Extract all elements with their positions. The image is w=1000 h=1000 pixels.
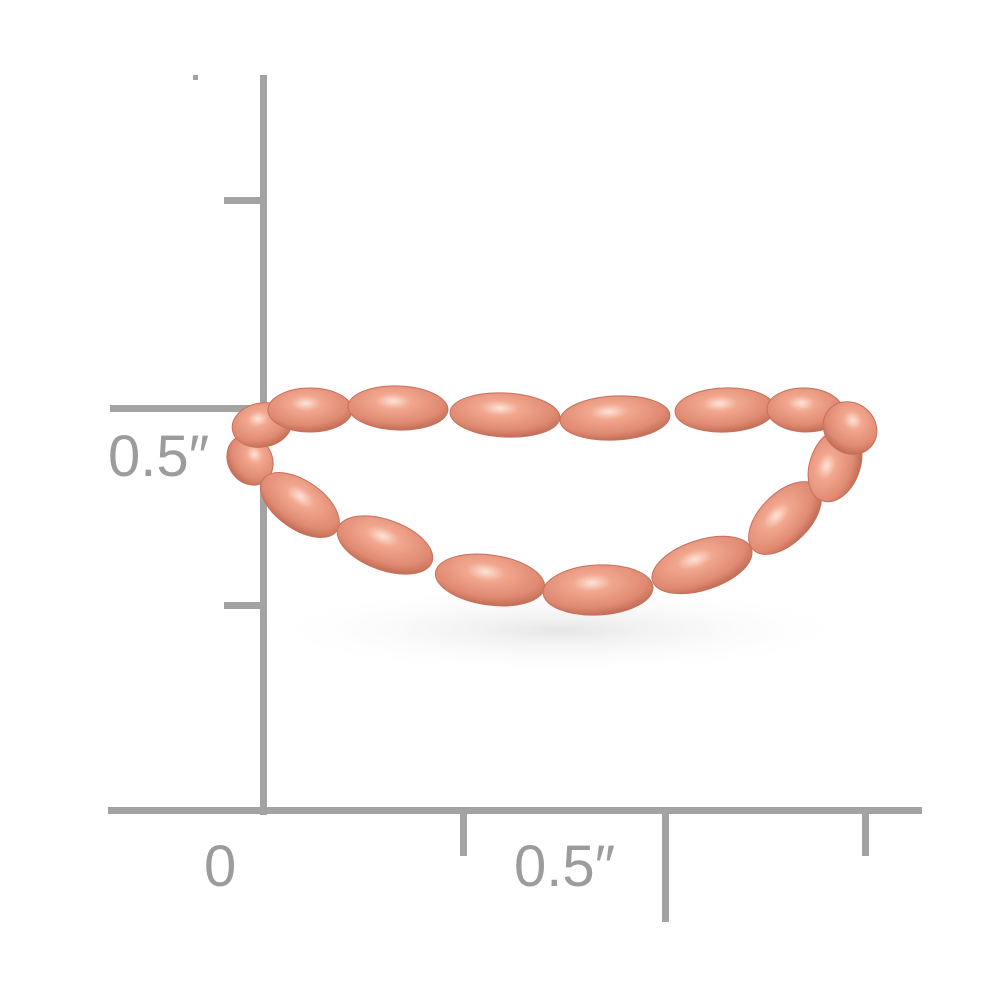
horizontal-axis (108, 807, 922, 814)
ring-bead (822, 401, 878, 455)
ring-bead (267, 387, 353, 433)
y-tick-half (110, 405, 265, 412)
ring-shadow (260, 585, 860, 675)
y-tick-top (193, 75, 198, 80)
origin-label: 0 (204, 834, 237, 899)
y-tick-three-quarter (224, 602, 264, 609)
x-tick-quarter (460, 810, 467, 856)
x-tick-half (662, 810, 669, 922)
ring-bead (336, 515, 434, 575)
ring-bead (674, 387, 776, 433)
ring-bead (542, 564, 654, 616)
ring-beads (226, 385, 878, 616)
y-tick-quarter (224, 197, 264, 204)
ring-bead (449, 392, 561, 438)
x-half-inch-label: 0.5″ (514, 834, 616, 899)
x-tick-three-quarter (862, 810, 869, 856)
y-half-inch-label: 0.5″ (108, 424, 210, 489)
ring-bead (651, 535, 753, 595)
ring-bead (559, 395, 671, 441)
ring-bead (347, 385, 449, 431)
